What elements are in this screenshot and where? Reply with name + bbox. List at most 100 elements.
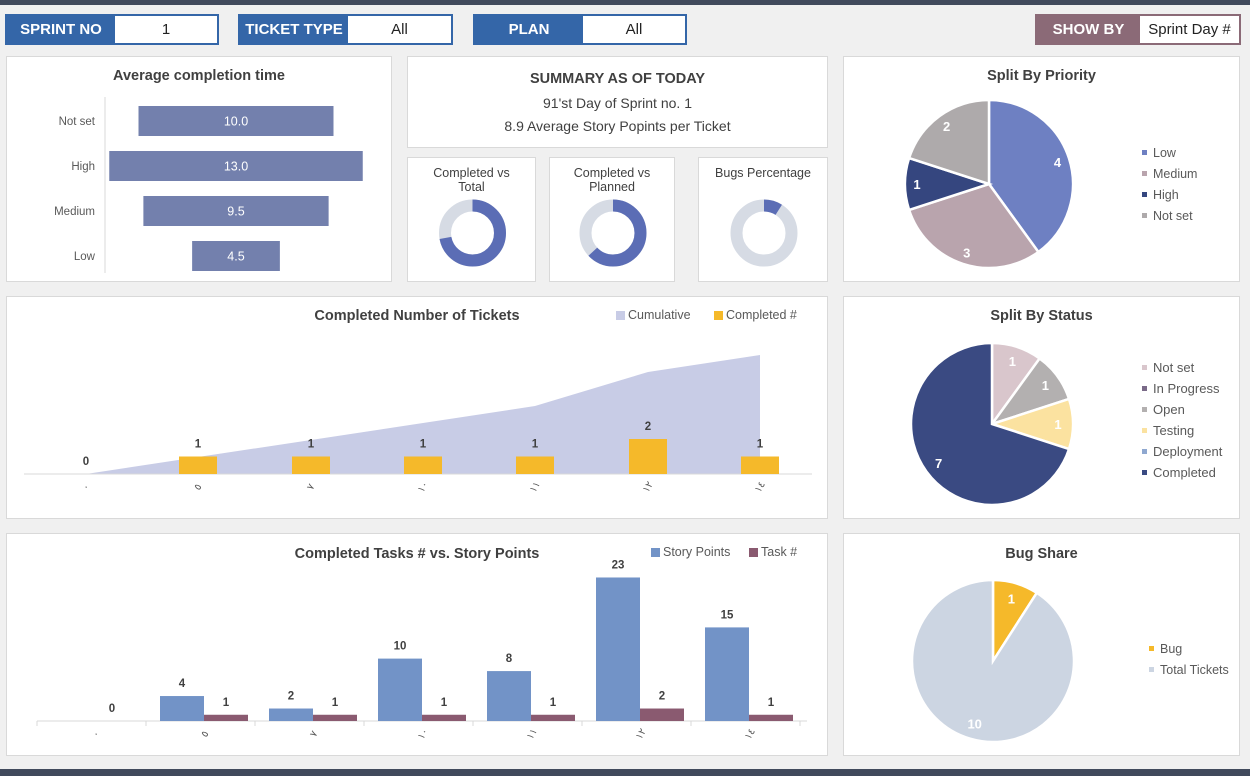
- legend-swatch: [1149, 646, 1154, 651]
- summary-title: SUMMARY AS OF TODAY: [529, 71, 706, 87]
- story-points-swatch: [651, 547, 660, 557]
- x-tick-label: ٥: [199, 729, 211, 739]
- legend-item: Total Tickets: [1149, 659, 1229, 680]
- ticket-type-filter-value[interactable]: All: [391, 21, 408, 38]
- completed-bar-label: 1: [420, 439, 427, 451]
- legend-item: Bug: [1149, 638, 1229, 659]
- legend-task-label: Task #: [761, 545, 798, 559]
- legend-item: In Progress: [1142, 378, 1222, 399]
- story-points-bar: [596, 577, 640, 721]
- legend-swatch: [1142, 470, 1147, 475]
- legend-swatch: [1142, 192, 1147, 197]
- story-points-label: 4: [179, 678, 186, 690]
- legend-label: High: [1153, 187, 1179, 202]
- plan-filter-label: PLAN: [475, 16, 583, 43]
- hbar-bar: [192, 241, 280, 271]
- x-tick-label: ١٠: [416, 727, 431, 742]
- legend-swatch: [1142, 365, 1147, 370]
- story-points-label: 15: [721, 609, 734, 621]
- pie-data-label: 1: [1042, 378, 1049, 393]
- hbar-bar: [143, 196, 329, 226]
- bugs-percentage-donut: [730, 199, 798, 267]
- bug-share-pie: 1 10: [910, 578, 1076, 744]
- summary-avg-line: 8.9 Average Story Popints per Ticket: [504, 118, 731, 134]
- ticket-type-filter[interactable]: TICKET TYPE All: [238, 14, 453, 45]
- legend-completed: Completed #: [714, 308, 797, 322]
- pie-data-label: 1: [1009, 354, 1016, 369]
- pie-data-label: 1: [1054, 417, 1061, 432]
- tasks-vs-points-title: Completed Tasks # vs. Story Points: [294, 546, 540, 562]
- x-tick-label: ٠: [90, 729, 102, 739]
- legend-swatch: [1142, 171, 1147, 176]
- plan-filter[interactable]: PLAN All: [473, 14, 687, 45]
- legend-swatch: [1142, 428, 1147, 433]
- legend-swatch: [1142, 213, 1147, 218]
- bottom-accent-bar: [0, 769, 1250, 776]
- legend-label: Total Tickets: [1160, 662, 1229, 677]
- completed-vs-total-panel: Completed vs Total: [407, 157, 536, 282]
- plan-filter-value[interactable]: All: [625, 21, 643, 38]
- completed-vs-planned-title: Completed vs Planned: [573, 166, 651, 194]
- sprint-filter-value[interactable]: 1: [161, 21, 171, 38]
- show-by-filter-value[interactable]: Sprint Day #: [1148, 21, 1231, 38]
- x-tick-label: ١٤: [753, 480, 768, 495]
- story-points-bar: [705, 627, 749, 721]
- task-label: 1: [768, 697, 775, 709]
- legend-swatch: [1142, 449, 1147, 454]
- pie-slice: [907, 182, 1041, 270]
- legend-completed-label: Completed #: [726, 308, 797, 322]
- hbar-bar: [109, 151, 363, 181]
- completed-swatch: [714, 310, 723, 320]
- bug-share-legend: Bug Total Tickets: [1149, 638, 1229, 680]
- bugs-percentage-panel: Bugs Percentage: [698, 157, 828, 282]
- legend-item: Medium: [1142, 163, 1197, 184]
- avg-completion-chart: 10.0 Not set 13.0 High 9.5 Medium 4.5 Low: [54, 97, 363, 273]
- completed-bar-label: 2: [645, 421, 651, 433]
- donut-completed-arc: [579, 199, 647, 267]
- legend-label: Deployment: [1153, 444, 1223, 459]
- sprint-filter[interactable]: SPRINT NO 1: [5, 14, 219, 45]
- x-tick-label: ١١: [528, 480, 543, 495]
- bug-share-panel: Bug Share 1 10 Bug Total Tickets: [843, 533, 1240, 756]
- status-title: Split By Status: [990, 308, 1093, 324]
- task-label: 1: [332, 697, 339, 709]
- completed-tickets-panel: Completed Number of Tickets Cumulative C…: [6, 296, 828, 519]
- summary-panel: SUMMARY AS OF TODAY 91'st Day of Sprint …: [407, 56, 828, 148]
- legend-label: Not set: [1153, 360, 1195, 375]
- pie-data-label: 2: [943, 119, 950, 134]
- completed-bar-label: 1: [195, 439, 202, 451]
- story-points-label: 2: [288, 691, 294, 703]
- x-tick-label: ٥: [192, 482, 204, 492]
- completed-vs-total-title: Completed vs Total: [433, 166, 510, 194]
- sprint-filter-label: SPRINT NO: [7, 16, 115, 43]
- story-points-label: 8: [506, 653, 513, 665]
- x-tick-label: ٧: [305, 482, 318, 493]
- task-bar: [313, 714, 357, 721]
- x-tick-label: ١٢: [641, 480, 656, 495]
- x-tick-label: ١٢: [634, 727, 649, 742]
- legend-label: Completed: [1153, 465, 1216, 480]
- ticket-type-filter-label: TICKET TYPE: [240, 16, 348, 43]
- completed-tickets-chart: 0 ٠ 1 ٥ 1 ٧ 1 ١٠ 1 ١١ 2 ١٢ 1 ١٤: [24, 355, 812, 495]
- completed-bar: [516, 456, 554, 474]
- task-bar: [204, 714, 248, 721]
- completed-vs-total-donut: [439, 199, 506, 267]
- summary-day-line: 91'st Day of Sprint no. 1: [543, 95, 692, 111]
- legend-item: Not set: [1142, 205, 1197, 226]
- completed-vs-planned-panel: Completed vs Planned: [549, 157, 675, 282]
- completed-bar: [741, 456, 779, 474]
- hbar-value-label: 9.5: [227, 205, 244, 219]
- legend-item: Deployment: [1142, 441, 1222, 462]
- pie-data-label: 3: [963, 245, 970, 260]
- completed-tickets-title: Completed Number of Tickets: [314, 308, 520, 324]
- avg-completion-panel: Average completion time 10.0 Not set 13.0 H…: [6, 56, 392, 282]
- hbar-category-label: Low: [74, 251, 96, 263]
- completed-bar-label: 1: [308, 439, 315, 451]
- hbar-bar: [138, 106, 334, 136]
- legend-swatch: [1142, 150, 1147, 155]
- legend-label: Bug: [1160, 641, 1183, 656]
- legend-label: Testing: [1153, 423, 1195, 438]
- legend-label: Medium: [1153, 166, 1198, 181]
- show-by-filter[interactable]: SHOW BY Sprint Day #: [1035, 14, 1241, 45]
- task-bar: [640, 708, 684, 721]
